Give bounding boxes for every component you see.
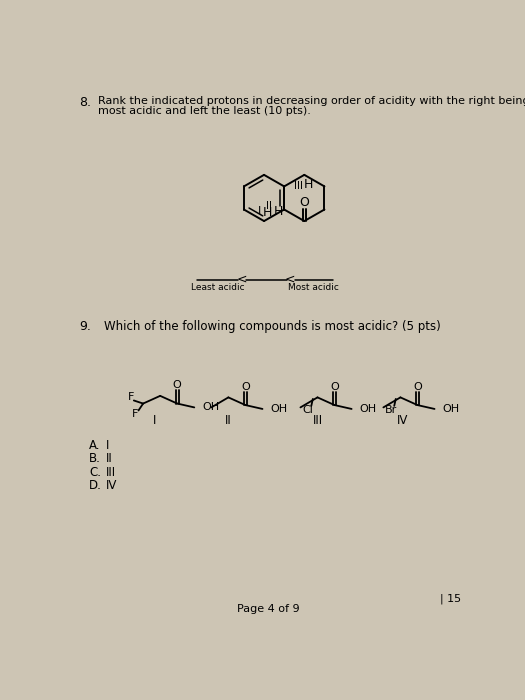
Text: I: I <box>106 440 109 452</box>
Text: OH: OH <box>442 404 459 414</box>
Text: I: I <box>153 414 156 427</box>
Text: Which of the following compounds is most acidic? (5 pts): Which of the following compounds is most… <box>104 320 441 332</box>
Text: Br: Br <box>385 405 397 414</box>
Text: O: O <box>330 382 339 391</box>
Text: O: O <box>241 382 250 391</box>
Text: A.: A. <box>89 440 100 452</box>
Text: H: H <box>263 206 272 219</box>
Text: III: III <box>312 414 322 427</box>
Text: II: II <box>225 414 232 427</box>
Text: | 15: | 15 <box>440 593 461 603</box>
Text: OH: OH <box>202 402 219 412</box>
Text: H: H <box>274 205 282 218</box>
Text: Cl: Cl <box>303 405 313 414</box>
Text: Rank the indicated protons in decreasing order of acidity with the right being t: Rank the indicated protons in decreasing… <box>98 97 525 106</box>
Text: O: O <box>413 382 422 391</box>
Text: 9.: 9. <box>80 320 91 332</box>
Text: most acidic and left the least (10 pts).: most acidic and left the least (10 pts). <box>98 106 311 116</box>
Text: II: II <box>266 202 271 211</box>
Text: II: II <box>106 452 113 466</box>
Text: I: I <box>258 206 261 216</box>
Text: <: < <box>285 272 296 286</box>
Text: O: O <box>299 196 309 209</box>
Text: H: H <box>303 178 313 191</box>
Text: OH: OH <box>270 404 287 414</box>
Text: D.: D. <box>89 479 102 491</box>
Text: <: < <box>236 272 247 286</box>
Text: Least acidic: Least acidic <box>191 283 244 292</box>
Text: Most acidic: Most acidic <box>288 283 339 292</box>
Text: III: III <box>293 181 302 190</box>
Text: B.: B. <box>89 452 101 466</box>
Text: C.: C. <box>89 466 101 479</box>
Text: IV: IV <box>397 414 408 427</box>
Text: Page 4 of 9: Page 4 of 9 <box>237 604 300 614</box>
Text: F: F <box>128 393 134 402</box>
Text: O: O <box>173 380 182 390</box>
Text: F: F <box>132 409 139 419</box>
Text: IV: IV <box>106 479 117 491</box>
Text: III: III <box>106 466 116 479</box>
Text: 8.: 8. <box>80 97 91 109</box>
Text: OH: OH <box>359 404 376 414</box>
